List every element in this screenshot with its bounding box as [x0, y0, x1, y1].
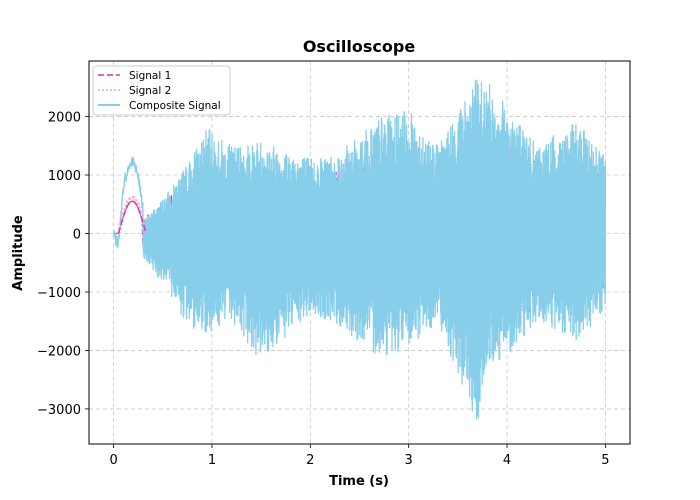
- legend-label-composite-signal: Composite Signal: [129, 100, 221, 112]
- legend-label-signal-1: Signal 1: [129, 70, 171, 82]
- x-axis-label: Time (s): [329, 474, 389, 489]
- chart-title: Oscilloscope: [303, 37, 416, 56]
- x-tick-label: 2: [306, 453, 314, 468]
- series-line-composite-signal: [112, 79, 607, 421]
- y-tick-label: −2000: [37, 344, 81, 359]
- legend-box: [92, 65, 231, 116]
- y-tick-label: 2000: [48, 111, 81, 126]
- x-tick-label: 5: [601, 453, 609, 468]
- plot-frame: [88, 60, 631, 445]
- y-tick-label: −1000: [37, 286, 81, 301]
- x-tick-label: 3: [405, 453, 413, 468]
- legend-label-signal-2: Signal 2: [129, 85, 171, 97]
- start-pulse-signal-1: [117, 200, 147, 234]
- start-pulse-signal-2: [116, 195, 149, 234]
- legend: Signal 1 Signal 2 Composite Signal: [92, 65, 231, 116]
- x-tick-label: 0: [109, 453, 117, 468]
- y-tick-label: 0: [73, 227, 81, 242]
- y-tick-label: 1000: [48, 169, 81, 184]
- y-axis-label: Amplitude: [11, 215, 26, 291]
- y-axis: −3000 −2000 −1000 0 1000 2000: [37, 111, 89, 418]
- plot-series: [112, 79, 607, 421]
- x-axis: 0 1 2 3 4 5: [109, 444, 610, 468]
- x-tick-label: 4: [503, 453, 511, 468]
- y-tick-label: −3000: [37, 403, 81, 418]
- x-tick-label: 1: [208, 453, 216, 468]
